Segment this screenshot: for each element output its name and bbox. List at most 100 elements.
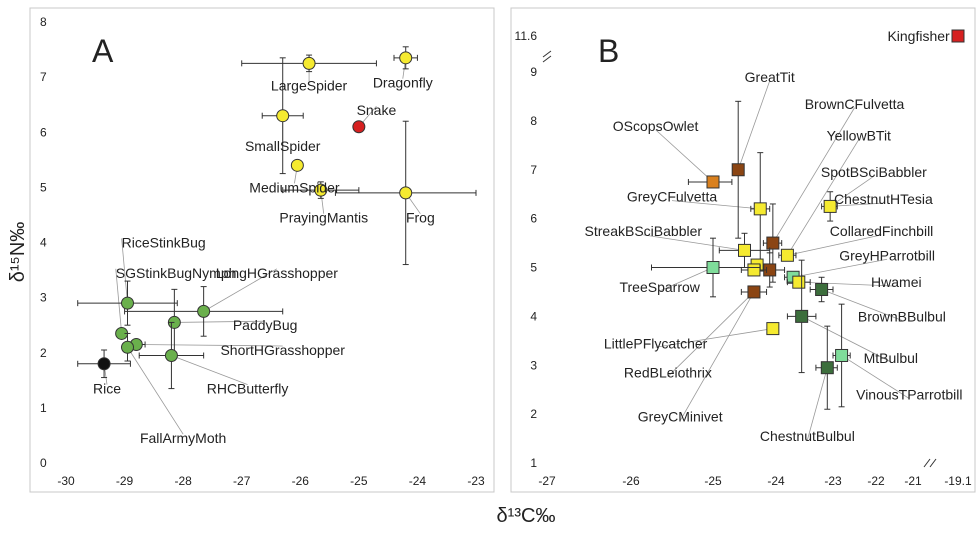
a-point-label: Snake <box>357 102 397 118</box>
b-point-mtbulbul <box>795 309 809 323</box>
a-point-mediumspider <box>290 158 304 172</box>
b-y-break-mark <box>542 55 552 63</box>
b-point-littlepflycatcher <box>766 322 780 336</box>
a-ytick-label: 5 <box>40 180 47 194</box>
a-leader-line <box>203 268 278 312</box>
b-point-kingfisher <box>951 29 965 43</box>
b-xtick-label: -25 <box>704 474 722 488</box>
a-point-label: Dragonfly <box>373 75 433 91</box>
a-point-label: SGStinkBugNymph <box>116 265 237 281</box>
a-ytick-label: 8 <box>40 15 47 29</box>
b-xtick-label: -21 <box>904 474 922 488</box>
a-point-label: LongHGrasshopper <box>216 265 339 281</box>
b-point-label: OScopsOwlet <box>613 118 699 134</box>
a-point-label: PaddyBug <box>233 317 298 333</box>
a-point-largespider <box>302 56 316 70</box>
b-xtick-label: -19.1 <box>944 474 972 488</box>
a-leader-line <box>115 268 123 334</box>
panel-b-plot: 1 2 3 4 5 6 7 8 9 11.6 -27 -26 -25 -24 -23 -22 -21 -19.1 K… <box>515 28 972 488</box>
b-point-label: StreakBSciBabbler <box>585 223 703 239</box>
b-ytick-label: 5 <box>530 261 537 275</box>
b-point-chestnuthtesia <box>823 199 837 213</box>
a-point-label: LargeSpider <box>271 77 348 93</box>
b-xtick-label: -26 <box>622 474 640 488</box>
b-leader-line <box>671 200 761 210</box>
a-leader-line <box>127 347 184 435</box>
b-point-label: GreyHParrotbill <box>839 247 935 263</box>
a-xtick-label: -24 <box>409 474 427 488</box>
b-ytick-label: 6 <box>530 212 537 226</box>
a-ytick-label: 0 <box>40 456 47 470</box>
b-leader-line <box>772 107 855 244</box>
a-ytick-label: 4 <box>40 236 47 250</box>
a-xtick-label: -29 <box>116 474 134 488</box>
b-point-label: RedBLeiothrix <box>624 365 712 381</box>
a-ytick-label: 7 <box>40 70 47 84</box>
a-point-snake <box>352 120 366 134</box>
b-ytick-label: 9 <box>530 65 537 79</box>
b-point-greycfulvetta <box>753 202 767 216</box>
panel-a-frame <box>29 7 495 493</box>
b-point-label: LittlePFlycatcher <box>604 335 708 351</box>
b-xtick-label: -27 <box>538 474 556 488</box>
y-axis-title: δ¹⁵N‰ <box>7 222 29 283</box>
a-point-label: Frog <box>406 210 435 226</box>
panel-a-plot: 0 1 2 3 4 5 6 7 8 -30 -29 -28 -27 -26 -25 -24 -23 Dragonf… <box>40 15 485 488</box>
b-x-break-mark <box>929 458 937 468</box>
a-leader-line <box>121 238 128 304</box>
b-point-chestnutbulbul <box>820 361 834 375</box>
x-axis-title: δ¹³C‰ <box>497 505 556 527</box>
b-ytick-label: 3 <box>530 358 537 372</box>
b-point-label: MtBulbul <box>864 350 918 366</box>
b-point-greattit <box>731 163 745 177</box>
a-xtick-label: -23 <box>467 474 485 488</box>
b-point-label: Kingfisher <box>887 28 950 44</box>
b-point-label: TreeSparrow <box>619 279 700 295</box>
a-ytick-label: 1 <box>40 401 47 415</box>
b-point-label: YellowBTit <box>827 128 891 144</box>
a-point-ricestinkbug <box>121 296 134 310</box>
b-leader-line <box>737 80 771 170</box>
b-point-label: CollaredFinchbill <box>830 223 934 239</box>
a-ytick-label: 3 <box>40 291 47 305</box>
b-leader-line <box>787 139 860 256</box>
b-point-label: BrownCFulvetta <box>805 96 905 112</box>
b-xtick-label: -22 <box>867 474 885 488</box>
b-ytick-label: 2 <box>530 407 537 421</box>
a-point-label: SmallSpider <box>245 138 321 154</box>
panel-a-letter: A <box>92 33 114 69</box>
b-point-browncfulvetta <box>766 236 780 250</box>
b-point-brownbbulbul <box>815 282 829 296</box>
b-point-vinoustparrotbill <box>835 348 849 362</box>
b-leader-line <box>659 267 714 292</box>
b-point-oscopsowlet <box>706 175 720 189</box>
a-leader-line <box>171 355 248 385</box>
b-point-treesparrow <box>706 261 720 274</box>
b-leader-line <box>829 175 875 207</box>
b-y-break-mark <box>542 50 552 58</box>
a-point-label: PrayingMantis <box>279 210 368 226</box>
a-ytick-label: 2 <box>40 346 47 360</box>
b-point-label: GreatTit <box>745 69 795 85</box>
b-point-label: GreyCMinivet <box>638 409 723 425</box>
b-point-label: BrownBBulbul <box>858 308 946 324</box>
b-point-label: Hwamei <box>871 274 922 290</box>
b-point-yellowbtit <box>780 248 794 262</box>
b-leader-line <box>679 291 755 421</box>
panel-b-letter: B <box>598 33 619 69</box>
a-point-rice <box>97 357 111 371</box>
a-ytick-label: 6 <box>40 125 47 139</box>
b-leader-line <box>798 281 897 287</box>
b-point-redbleiothrix <box>747 285 761 299</box>
b-point-label: VinousTParrotbill <box>856 387 962 403</box>
a-point-label: FallArmyMoth <box>140 430 226 446</box>
b-x-break-mark <box>923 458 931 468</box>
a-point-label: RiceStinkBug <box>122 235 206 251</box>
b-point-label: SpotBSciBabbler <box>821 164 927 180</box>
a-xtick-label: -28 <box>174 474 192 488</box>
b-leader-line <box>793 258 888 278</box>
a-point-longhgrasshopper <box>197 304 211 318</box>
a-xtick-label: -25 <box>350 474 368 488</box>
b-point-label: ChestnutBulbul <box>760 428 855 444</box>
